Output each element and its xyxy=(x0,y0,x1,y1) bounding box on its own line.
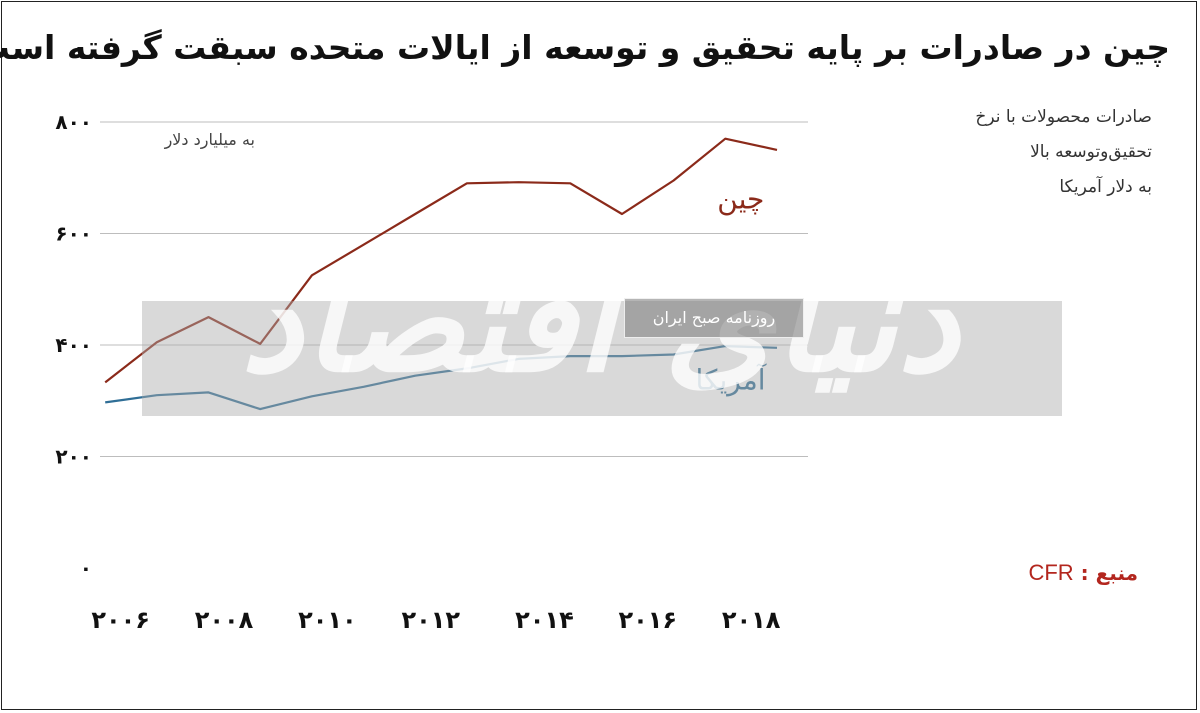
description-line: به دلار آمریکا xyxy=(1059,177,1152,197)
y-tick-label: ۸۰۰ xyxy=(55,110,92,134)
x-tick-label: ۲۰۱۶ xyxy=(618,606,677,634)
description-line: تحقیق‌وتوسعه بالا xyxy=(1030,142,1152,162)
y-tick-label: ۶۰۰ xyxy=(55,222,92,246)
unit-label: به میلیارد دلار xyxy=(164,130,255,149)
x-tick-label: ۲۰۱۴ xyxy=(515,606,574,634)
x-tick-label: ۲۰۱۸ xyxy=(722,606,781,634)
description-line: صادرات محصولات با نرخ xyxy=(975,107,1152,127)
x-tick-label: ۲۰۰۶ xyxy=(91,606,150,634)
series-line-china xyxy=(104,137,778,384)
source-label: منبع : xyxy=(1080,561,1138,585)
y-tick-label: ۲۰۰ xyxy=(55,445,92,469)
source-value: CFR xyxy=(1028,560,1074,585)
chart-title: چین در صادرات بر پایه تحقیق و توسعه از ا… xyxy=(0,28,1171,67)
source-note: منبع : CFR xyxy=(1028,560,1138,586)
y-tick-label: ۴۰۰ xyxy=(55,333,92,357)
y-tick-label: ۰ xyxy=(80,556,92,580)
series-label: آمریکا xyxy=(695,364,766,397)
series-label: چین xyxy=(717,182,764,215)
watermark-logo: دنیای اقتصاد xyxy=(240,240,963,404)
chart-description: صادرات محصولات با نرخ تحقیق‌وتوسعه بالا … xyxy=(975,100,1152,205)
x-tick-label: ۲۰۱۲ xyxy=(401,606,460,634)
series-line-usa xyxy=(105,345,778,411)
watermark-band xyxy=(142,301,1062,416)
x-tick-label: ۲۰۱۰ xyxy=(298,606,357,634)
watermark-tag: روزنامه صبح ایران xyxy=(624,298,804,338)
x-tick-label: ۲۰۰۸ xyxy=(195,606,254,634)
